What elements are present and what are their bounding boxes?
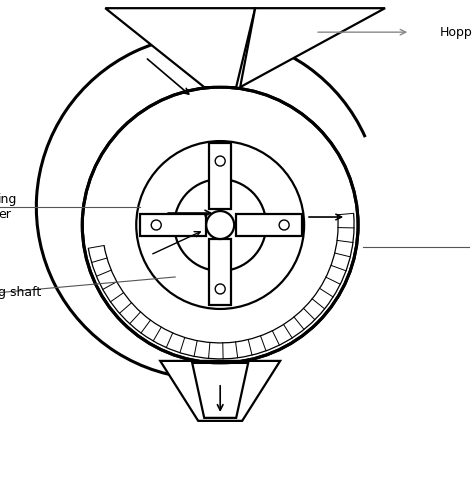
Bar	[236, 214, 302, 236]
Polygon shape	[160, 361, 280, 421]
Text: g shaft: g shaft	[0, 287, 42, 300]
Bar	[209, 143, 231, 209]
Bar	[209, 239, 231, 305]
Circle shape	[151, 220, 161, 230]
Circle shape	[206, 211, 234, 239]
Circle shape	[215, 284, 225, 294]
Circle shape	[136, 141, 304, 309]
Circle shape	[279, 220, 289, 230]
Polygon shape	[240, 8, 385, 87]
Circle shape	[82, 87, 358, 363]
Bar	[140, 214, 206, 236]
Polygon shape	[192, 363, 248, 418]
Text: ing
er: ing er	[0, 193, 18, 221]
Circle shape	[215, 156, 225, 166]
Polygon shape	[105, 8, 255, 87]
Circle shape	[174, 179, 266, 271]
Text: Hopp: Hopp	[439, 25, 472, 39]
